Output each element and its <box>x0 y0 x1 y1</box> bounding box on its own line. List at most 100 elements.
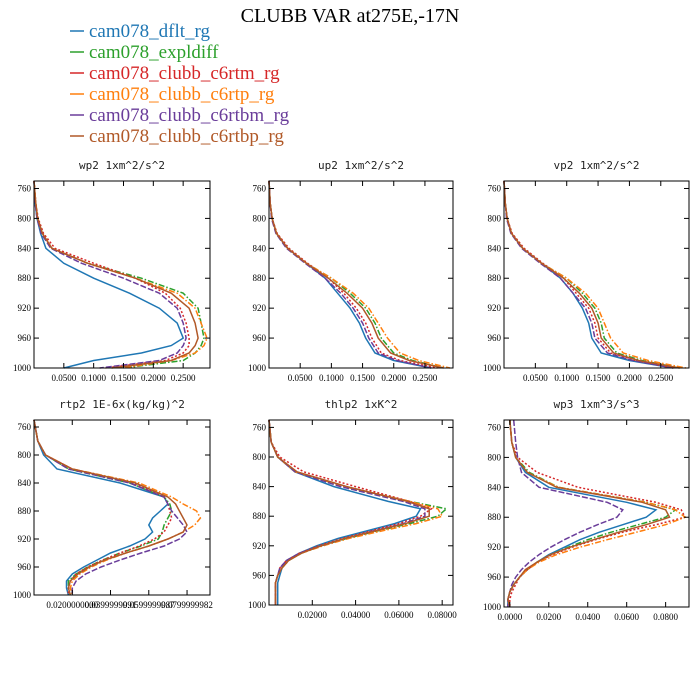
x-tick-label: 0.0200 <box>536 612 561 622</box>
series-line <box>268 180 432 369</box>
legend-label: cam078_dflt_rg <box>89 21 211 42</box>
x-tick-label: 0.2000 <box>381 373 406 383</box>
panel-title: vp2 1xm^2/s^2 <box>553 159 639 172</box>
x-tick-label: 0.0200000000 <box>46 600 98 610</box>
series-line <box>33 419 202 596</box>
x-tick-label: 0.1500 <box>111 373 136 383</box>
y-tick-label: 960 <box>253 333 267 343</box>
y-tick-label: 880 <box>18 506 32 516</box>
y-tick-label: 1000 <box>13 590 32 600</box>
series-line <box>507 419 658 607</box>
x-tick-label: 0.02000 <box>298 610 328 620</box>
series-line <box>33 180 199 369</box>
series-line <box>33 180 187 369</box>
x-tick-label: 0.1500 <box>586 373 611 383</box>
series-line <box>503 180 687 369</box>
x-tick-label: 0.0500 <box>51 373 76 383</box>
y-tick-label: 760 <box>18 422 32 432</box>
series-line <box>503 180 674 369</box>
legend-entry: cam078_expldiff <box>70 42 219 63</box>
series-line <box>33 419 173 595</box>
y-tick-label: 760 <box>488 183 502 193</box>
plot-frame <box>268 419 454 606</box>
y-tick-label: 800 <box>253 452 267 462</box>
y-tick-label: 960 <box>18 562 32 572</box>
series-line <box>33 180 205 369</box>
x-tick-label: 0.0500 <box>523 373 548 383</box>
y-tick-label: 960 <box>253 570 267 580</box>
legend-entry: cam078_clubb_c6rtm_rg <box>70 63 280 84</box>
series-line <box>33 419 173 596</box>
y-tick-label: 880 <box>253 273 267 283</box>
y-tick-label: 920 <box>488 303 502 313</box>
y-tick-label: 840 <box>488 243 502 253</box>
series-line <box>268 419 449 605</box>
legend-label: cam078_clubb_c6rtbp_rg <box>89 126 284 147</box>
y-tick-label: 880 <box>253 511 267 521</box>
series-line <box>268 419 434 605</box>
y-tick-label: 880 <box>18 273 32 283</box>
panel-title: thlp2 1xK^2 <box>325 398 398 411</box>
legend-label: cam078_expldiff <box>89 42 219 63</box>
x-tick-label: 0.1000 <box>81 373 106 383</box>
series-line <box>268 419 430 605</box>
x-tick-label: 0.2500 <box>413 373 438 383</box>
plot-frame <box>268 180 454 369</box>
series-line <box>507 419 687 608</box>
x-tick-label: 0.0500 <box>288 373 313 383</box>
y-tick-label: 760 <box>488 422 502 432</box>
y-tick-label: 920 <box>488 542 502 552</box>
panel-title: wp2 1xm^2/s^2 <box>79 159 165 172</box>
series-line <box>507 419 678 608</box>
y-tick-label: 1000 <box>248 600 267 610</box>
x-tick-label: 0.2000 <box>617 373 642 383</box>
series-line <box>268 419 422 605</box>
legend-label: cam078_clubb_c6rtbm_rg <box>89 105 290 126</box>
panel-4: rtp2 1E-6x(kg/kg)^2 760 800 840 880 920 960 100… <box>13 398 213 610</box>
series-line <box>503 180 674 369</box>
y-tick-label: 1000 <box>483 602 502 612</box>
series-line <box>507 419 671 608</box>
series-line <box>268 419 444 605</box>
x-tick-label: 0.0400 <box>575 612 600 622</box>
x-tick-label: 0.1500 <box>350 373 375 383</box>
series-line <box>507 419 624 607</box>
y-tick-label: 760 <box>253 183 267 193</box>
x-tick-label: 0.0000 <box>497 612 522 622</box>
series-line <box>503 180 680 369</box>
plot-frame <box>33 419 211 596</box>
y-tick-label: 1000 <box>483 363 502 373</box>
series-line <box>268 180 444 369</box>
y-tick-label: 960 <box>488 333 502 343</box>
series-line <box>268 180 444 369</box>
x-tick-label: 0.0399999991 <box>85 600 137 610</box>
figure-title: CLUBB VAR at275E,-17N <box>241 5 460 27</box>
series-line <box>503 180 680 369</box>
panel-title: rtp2 1E-6x(kg/kg)^2 <box>59 398 185 411</box>
panel-title: wp3 1xm^3/s^3 <box>553 398 639 411</box>
y-tick-label: 800 <box>18 450 32 460</box>
panel-3: vp2 1xm^2/s^2 760 800 840 880 920 960 1000 0.050… <box>483 159 690 383</box>
y-tick-label: 920 <box>253 541 267 551</box>
x-tick-label: 0.06000 <box>384 610 414 620</box>
y-tick-label: 760 <box>253 422 267 432</box>
x-tick-label: 0.1000 <box>554 373 579 383</box>
y-tick-label: 920 <box>18 534 32 544</box>
y-tick-label: 800 <box>18 213 32 223</box>
series-line <box>33 180 185 369</box>
y-tick-label: 840 <box>18 243 32 253</box>
y-tick-label: 960 <box>18 333 32 343</box>
y-tick-label: 960 <box>488 572 502 582</box>
x-tick-label: 0.0799999982 <box>161 600 213 610</box>
y-tick-label: 800 <box>488 213 502 223</box>
panels: wp2 1xm^2/s^2 760 800 840 880 920 960 1000 0.050… <box>13 159 690 622</box>
x-tick-label: 0.1000 <box>319 373 344 383</box>
y-tick-label: 800 <box>253 213 267 223</box>
y-tick-label: 840 <box>253 482 267 492</box>
panel-title: up2 1xm^2/s^2 <box>318 159 404 172</box>
x-tick-label: 0.0800 <box>653 612 678 622</box>
series-line <box>33 419 188 596</box>
plot-frame <box>503 180 690 369</box>
y-tick-label: 840 <box>253 243 267 253</box>
